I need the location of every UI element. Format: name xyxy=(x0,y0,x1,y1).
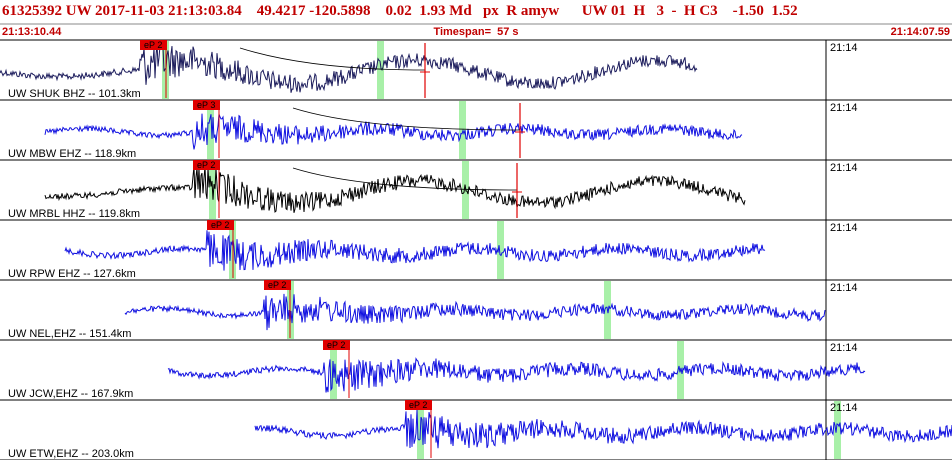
trace-panel: 21:14 eP 2 UW SHUK BHZ -- 101.3km xyxy=(0,40,952,101)
station-label: UW MRBL HHZ -- 119.8km xyxy=(8,208,140,220)
pick-label: eP 3 xyxy=(197,100,215,110)
time-label: 21:14 xyxy=(830,342,858,354)
phase-marker xyxy=(377,41,384,99)
phase-marker xyxy=(207,101,214,159)
pick-label: eP 2 xyxy=(211,220,229,230)
phase-marker xyxy=(497,221,504,279)
fit-curve xyxy=(292,167,518,191)
end-time: 21:14:07.59 xyxy=(891,26,950,38)
station-label: UW NEL,EHZ -- 151.4km xyxy=(8,328,131,340)
waveform xyxy=(44,113,743,150)
start-time: 21:13:10.44 xyxy=(2,26,62,38)
pick-box xyxy=(264,280,291,290)
pick-box xyxy=(323,340,350,350)
pick-box xyxy=(405,400,432,410)
trace-panel: 21:14 eP 2 UW ETW,EHZ -- 203.0km xyxy=(0,400,952,460)
time-label: 21:14 xyxy=(830,222,858,234)
timespan: Timespan= 57 s xyxy=(433,26,518,38)
pick-box xyxy=(140,40,167,50)
time-label: 21:14 xyxy=(830,102,858,114)
phase-marker xyxy=(459,101,466,159)
time-label: 21:14 xyxy=(830,402,858,414)
fit-curve xyxy=(292,107,521,131)
pick-label: eP 2 xyxy=(268,280,286,290)
station-label: UW ETW,EHZ -- 203.0km xyxy=(8,448,134,460)
trace-panel: 21:14 eP 2 UW NEL,EHZ -- 151.4km xyxy=(0,280,952,341)
waveform xyxy=(64,230,766,271)
waveform xyxy=(254,409,952,449)
pick-label: eP 2 xyxy=(144,40,162,50)
time-label: 21:14 xyxy=(830,282,858,294)
pick-label: eP 2 xyxy=(197,160,215,170)
fit-curve xyxy=(239,47,426,71)
waveform xyxy=(124,293,826,331)
phase-marker xyxy=(834,401,841,459)
pick-box xyxy=(193,100,220,110)
station-label: UW JCW,EHZ -- 167.9km xyxy=(8,388,133,400)
pick-label: eP 2 xyxy=(409,400,427,410)
time-label: 21:14 xyxy=(830,42,858,54)
time-label: 21:14 xyxy=(830,162,858,174)
pick-box xyxy=(193,160,220,170)
waveform xyxy=(44,166,746,213)
waveform xyxy=(167,357,866,393)
station-label: UW RPW EHZ -- 127.6km xyxy=(8,268,136,280)
header-title: 61325392 UW 2017-11-03 21:13:03.84 49.42… xyxy=(2,3,798,19)
pick-label: eP 2 xyxy=(327,340,345,350)
pick-box xyxy=(207,220,234,230)
trace-panel: 21:14 eP 2 UW RPW EHZ -- 127.6km xyxy=(0,220,952,281)
trace-panel: 21:14 eP 2 UW JCW,EHZ -- 167.9km xyxy=(0,340,952,401)
station-label: UW MBW EHZ -- 118.9km xyxy=(8,148,136,160)
station-label: UW SHUK BHZ -- 101.3km xyxy=(8,88,141,100)
waveform xyxy=(0,42,698,93)
trace-panel: 21:14 eP 2 UW MRBL HHZ -- 119.8km xyxy=(0,160,952,221)
trace-panel: 21:14 eP 3 UW MBW EHZ -- 118.9km xyxy=(0,100,952,161)
